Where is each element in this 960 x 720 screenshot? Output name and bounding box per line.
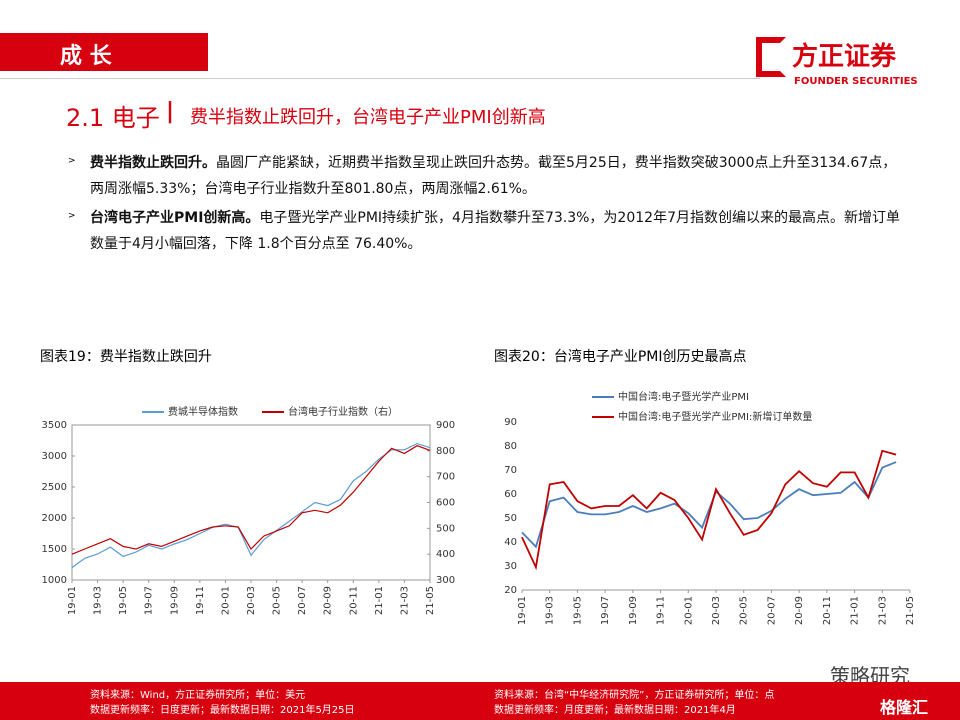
chart: 1000 1500 2000 2500 3000 3500 300 400 500 600 700 8…: [42, 405, 456, 615]
x-tick-label: 20-09: [794, 596, 805, 625]
bullet: 台湾电子产业PMI创新高。电子暨光学产业PMI持续扩张，4月指数攀升至73.3%…: [66, 205, 906, 257]
heading-number: 2.1 电子: [66, 104, 160, 132]
y2-tick-label: 600: [436, 498, 455, 509]
chart: 20 30 40 50 60 70 80 90 19-01 19-03 19-05 19-07 19-0…: [504, 390, 916, 625]
bullet-lead: 台湾电子产业PMI创新高。: [90, 210, 260, 226]
bullet-arrow: >: [68, 211, 76, 221]
bullet-lead: 费半指数止跌回升。: [90, 155, 216, 171]
y-tick-label: 30: [504, 561, 517, 572]
section-label: 成 长: [60, 44, 112, 69]
section-bar: [0, 33, 208, 71]
plot-frame: [71, 424, 431, 581]
legend-label: 费城半导体指数: [168, 405, 238, 418]
series-line: [521, 461, 897, 549]
bullet-text: 电子暨光学产业PMI持续扩张，4月指数攀升至73.3%，为2012年7月指数创编…: [90, 210, 900, 252]
x-tick-label: 19-05: [118, 586, 129, 615]
update: 数据更新频率：月度更新；最新数据日期：2021年4月: [494, 705, 736, 716]
x-tick-label: 20-03: [246, 586, 257, 615]
heading-title: 费半指数止跌回升，台湾电子产业PMI创新高: [190, 107, 546, 128]
x-tick-label: 19-07: [600, 596, 611, 625]
header-rule: [0, 78, 760, 79]
x-tick-label: 20-01: [683, 596, 694, 625]
x-tick-label: 21-01: [374, 586, 385, 615]
y-tick-label: 2000: [42, 513, 67, 524]
y2-tick-label: 300: [436, 575, 455, 586]
x-tick-label: 19-05: [572, 596, 583, 625]
source: 资料来源：台湾“中华经济研究院”，方正证券研究所；单位：点: [494, 690, 775, 701]
x-tick-label: 20-11: [822, 596, 833, 625]
x-tick-label: 19-01: [67, 586, 78, 615]
y-tick-label: 1000: [42, 575, 67, 586]
chart-title: 图表20：台湾电子产业PMI创历史最高点: [494, 349, 747, 365]
bullet-text: 晶圆厂产能紧缺，近期费半指数呈现止跌回升态势。截至5月25日，费半指数突破300…: [90, 155, 897, 197]
y2-tick-label: 400: [436, 549, 455, 560]
footer-bar: [0, 682, 960, 720]
legend-label: 中国台湾:电子暨光学产业PMI:新增订单数量: [618, 410, 812, 423]
logo-name: 方正证券: [792, 42, 897, 72]
legend-label: 台湾电子行业指数（右）: [288, 405, 398, 418]
y-tick-label: 3000: [42, 451, 67, 462]
x-tick-label: 21-01: [850, 596, 861, 625]
series-line: [71, 442, 431, 569]
y-tick-label: 1500: [42, 544, 67, 555]
x-tick-label: 20-05: [272, 586, 283, 615]
legend-label: 中国台湾:电子暨光学产业PMI: [618, 390, 749, 403]
y-tick-label: 20: [504, 585, 517, 596]
x-tick-label: 19-03: [93, 586, 104, 615]
y2-tick-label: 700: [436, 472, 455, 483]
x-tick-label: 20-11: [348, 586, 359, 615]
y-tick-label: 60: [504, 489, 517, 500]
y-tick-label: 50: [504, 513, 517, 524]
y2-tick-label: 800: [436, 446, 455, 457]
x-tick-label: 20-07: [766, 596, 777, 625]
logo-sub: FOUNDER SECURITIES: [794, 76, 918, 87]
y2-tick-label: 900: [436, 420, 455, 431]
y-tick-label: 3500: [42, 420, 67, 431]
x-tick-label: 21-05: [425, 586, 436, 615]
x-tick-label: 21-03: [877, 596, 888, 625]
series-line: [521, 449, 897, 571]
x-tick-label: 19-09: [169, 586, 180, 615]
bullet: 费半指数止跌回升。晶圆厂产能紧缺，近期费半指数呈现止跌回升态势。截至5月25日，…: [66, 150, 906, 202]
series-line: [71, 445, 431, 555]
x-tick-label: 19-11: [195, 586, 206, 615]
x-tick-label: 19-07: [144, 586, 155, 615]
logo-icon: [756, 37, 786, 77]
x-tick-label: 20-09: [323, 586, 334, 615]
source: 资料来源：Wind，方正证券研究所；单位：美元: [90, 690, 306, 701]
x-tick-label: 20-01: [220, 586, 231, 615]
x-tick-label: 21-05: [905, 596, 916, 625]
chart-title: 图表19：费半指数止跌回升: [40, 349, 212, 365]
y2-tick-label: 500: [436, 523, 455, 534]
x-tick-label: 19-03: [545, 596, 556, 625]
y-tick-label: 2500: [42, 482, 67, 493]
x-tick-label: 20-07: [297, 586, 308, 615]
x-tick-label: 20-03: [711, 596, 722, 625]
heading-separator: |: [166, 99, 175, 124]
y-tick-label: 70: [504, 465, 517, 476]
plot-frame: [522, 422, 910, 590]
bullet-arrow: >: [68, 156, 76, 166]
x-tick-label: 19-11: [656, 596, 667, 625]
y-tick-label: 80: [504, 441, 517, 452]
brand: 格隆汇: [880, 698, 929, 717]
y-tick-label: 40: [504, 537, 517, 548]
update: 数据更新频率：日度更新；最新数据日期：2021年5月25日: [90, 705, 355, 716]
x-tick-label: 19-01: [517, 596, 528, 625]
y-tick-label: 90: [504, 417, 517, 428]
x-tick-label: 19-09: [628, 596, 639, 625]
x-tick-label: 21-03: [399, 586, 410, 615]
x-tick-label: 20-05: [739, 596, 750, 625]
